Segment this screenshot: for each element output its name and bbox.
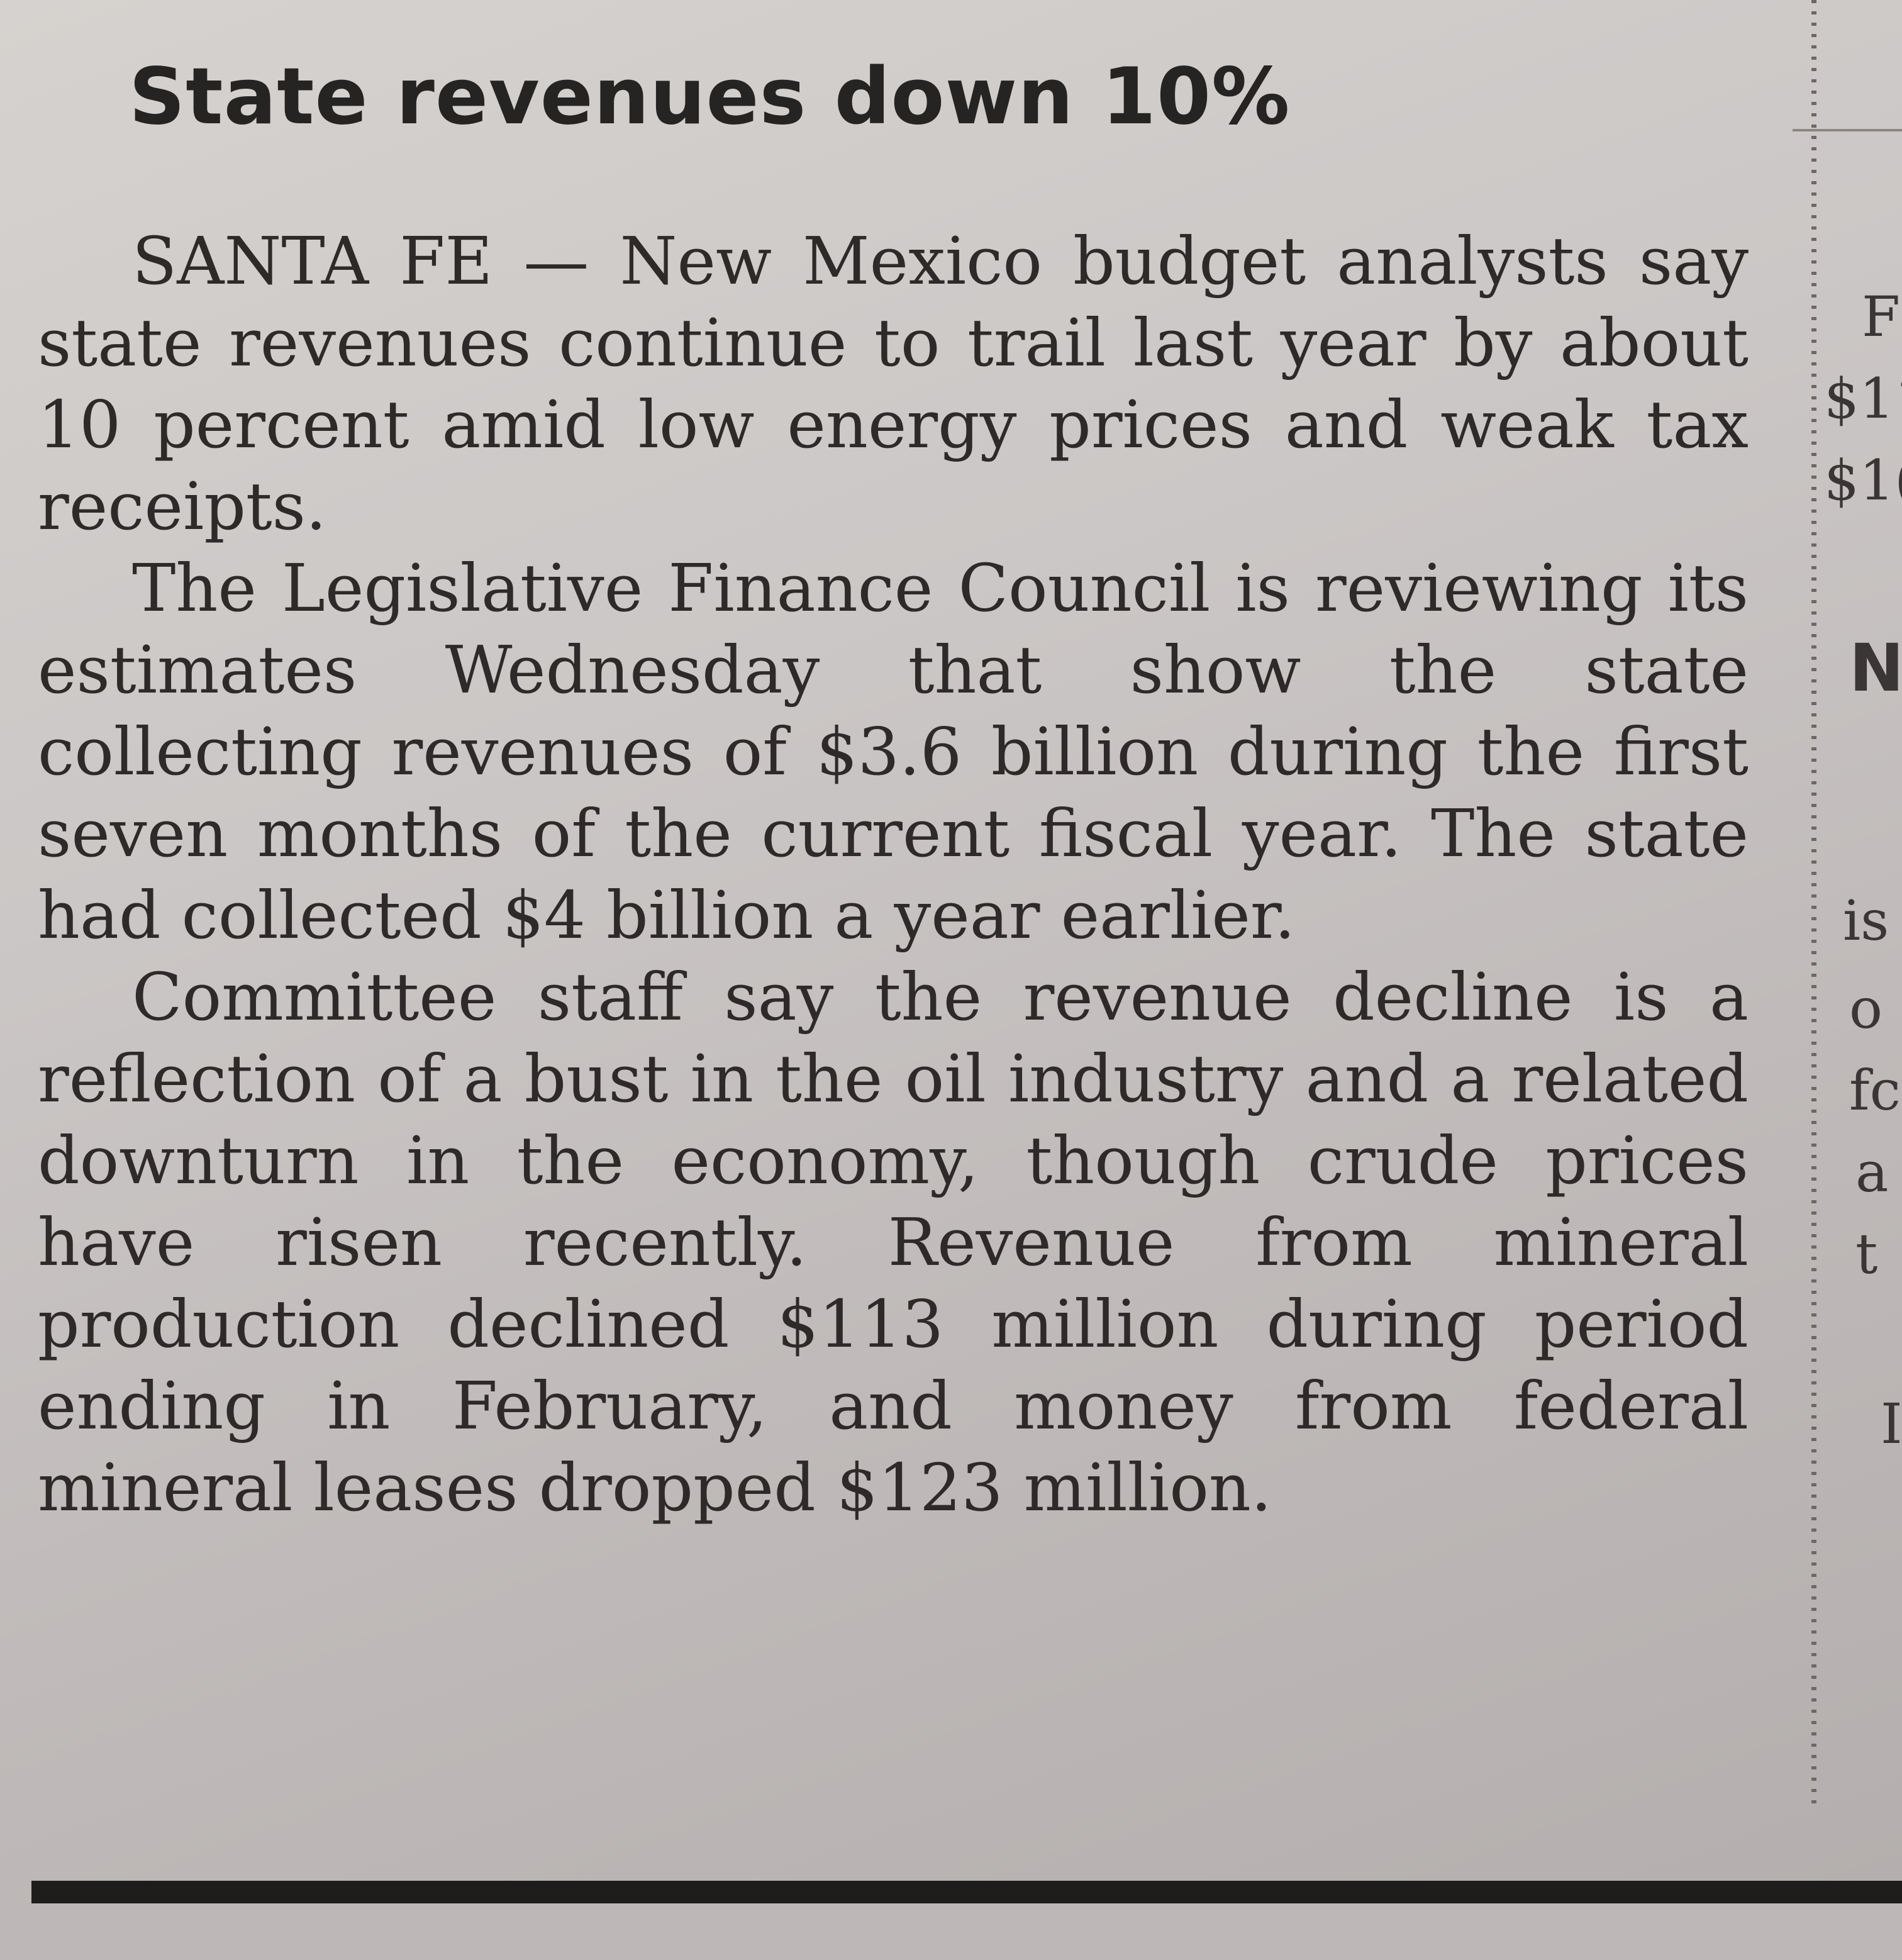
- adjacent-fragment: N: [1849, 630, 1902, 706]
- adjacent-fragment: is: [1843, 888, 1889, 953]
- headline: State revenues down 10%: [129, 52, 1291, 142]
- adjacent-fragment: $11: [1824, 366, 1902, 431]
- adjacent-fragment: I: [1881, 1391, 1902, 1456]
- paragraph-2: The Legislative Finance Council is revie…: [38, 550, 1749, 954]
- paragraph-1-text: New Mexico budget analysts say state rev…: [38, 223, 1749, 545]
- column-divider: [1811, 0, 1816, 1812]
- dateline-separator: —: [492, 223, 620, 299]
- adjacent-fragment: fc: [1849, 1058, 1901, 1123]
- adjacent-fragment: $1(: [1824, 448, 1902, 513]
- adjacent-column: F $11 $1( N is o fc a t I: [1824, 264, 1902, 1459]
- bottom-rule: [31, 1881, 1902, 1903]
- adjacent-fragment: o: [1849, 976, 1883, 1041]
- dateline: SANTA FE: [132, 223, 493, 299]
- adjacent-fragment: a: [1855, 1140, 1889, 1205]
- paragraph-3: Committee staff say the revenue decline …: [38, 959, 1749, 1526]
- adjacent-fragment: F: [1862, 284, 1901, 349]
- paragraph-1: SANTA FE — New Mexico budget analysts sa…: [38, 220, 1749, 547]
- article-body: SANTA FE — New Mexico budget analysts sa…: [38, 220, 1749, 1528]
- page-bottom-strip: [0, 1903, 1902, 1960]
- adjacent-column-rule: [1793, 129, 1902, 131]
- adjacent-fragment: t: [1855, 1222, 1878, 1286]
